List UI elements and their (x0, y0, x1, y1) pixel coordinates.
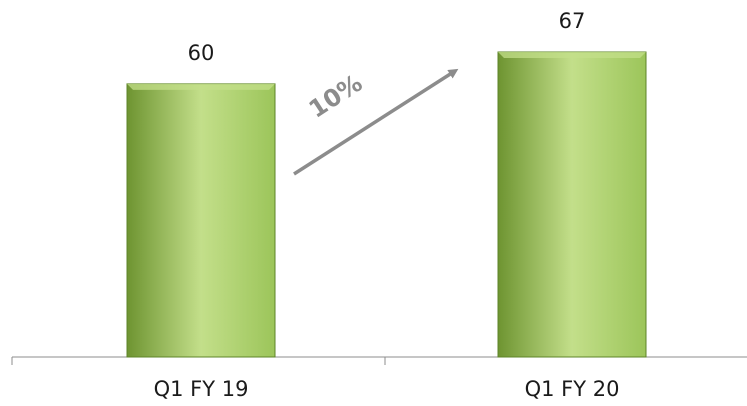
category-label-1: Q1 FY 19 (154, 377, 249, 401)
bar-2-bevel (498, 52, 646, 58)
growth-annotation: 10% (304, 69, 367, 124)
category-label-2: Q1 FY 20 (525, 377, 620, 401)
bar-1 (126, 83, 276, 358)
growth-arrow (293, 68, 459, 176)
data-label-2: 67 (559, 9, 586, 33)
data-label-1: 60 (188, 41, 215, 65)
bar-1-bevel (127, 83, 275, 90)
bar-2 (497, 51, 647, 358)
bars-group: 60 Q1 FY 19 67 Q1 FY 20 (126, 9, 647, 401)
